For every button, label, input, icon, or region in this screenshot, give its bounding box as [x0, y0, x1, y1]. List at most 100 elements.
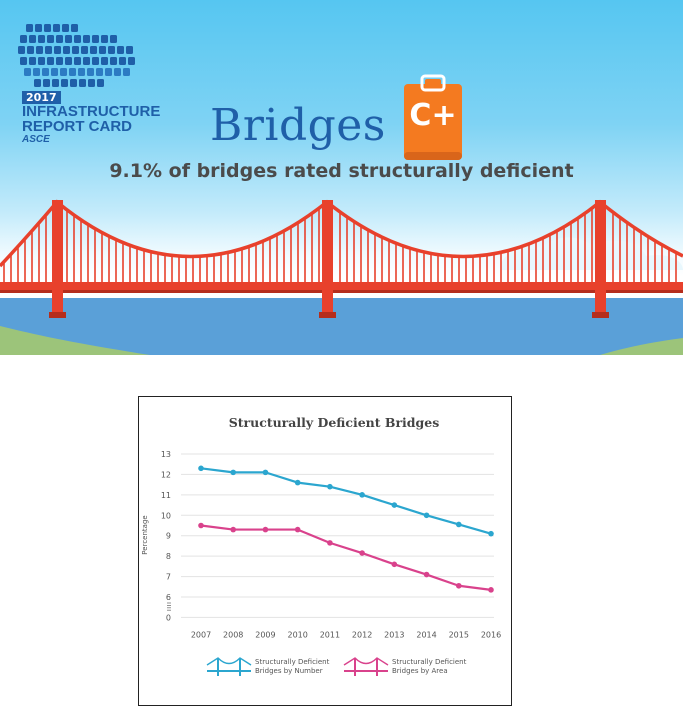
map-tile-icon — [51, 68, 58, 76]
map-tile-icon — [87, 68, 94, 76]
map-tile-icon — [20, 57, 27, 65]
series-line — [200, 467, 492, 535]
y-tick-label: 12 — [161, 470, 171, 479]
map-tile-icon — [26, 24, 33, 32]
logo-subtitle: REPORT CARD — [22, 118, 133, 135]
data-point — [488, 587, 494, 593]
map-tile-icon — [88, 79, 95, 87]
data-point — [198, 465, 204, 472]
logo-org: ASCE — [22, 134, 50, 145]
tower-center — [322, 200, 333, 316]
legend-label: Bridges by Number — [255, 667, 323, 675]
map-tile-icon — [62, 24, 69, 32]
map-tile-icon — [43, 79, 50, 87]
map-tile-icon — [45, 46, 52, 54]
map-tile-icon — [126, 46, 133, 54]
y-tick-label: 6 — [166, 593, 171, 602]
y-tick-label: 8 — [166, 552, 171, 561]
map-tile-icon — [114, 68, 121, 76]
bridge-legend-icon — [343, 657, 389, 676]
data-point — [488, 530, 494, 537]
grass-left — [0, 326, 150, 355]
x-tick-label: 2012 — [352, 630, 372, 639]
map-tile-icon — [74, 35, 81, 43]
map-tile-icon — [105, 68, 112, 76]
map-tile-icon — [117, 46, 124, 54]
x-tick-label: 2014 — [416, 630, 436, 639]
map-tile-icon — [78, 68, 85, 76]
legend-label: Bridges by Area — [392, 667, 448, 675]
x-tick-label: 2016 — [481, 630, 501, 639]
bridge-deck-shadow — [0, 290, 683, 293]
series-line — [200, 524, 492, 591]
tower-left — [52, 200, 63, 316]
legend-label: Structurally Deficient — [392, 658, 467, 666]
map-tile-icon — [52, 79, 59, 87]
grass-right — [600, 338, 683, 355]
y-axis-label: Percentage — [141, 515, 149, 554]
map-tile-icon — [54, 46, 61, 54]
map-tile-icon — [97, 79, 104, 87]
tower-right-base — [592, 312, 609, 318]
page-title: Bridges — [210, 100, 386, 151]
map-tile-icon — [53, 24, 60, 32]
map-tile-icon — [101, 57, 108, 65]
data-point — [198, 522, 204, 529]
map-tile-icon — [42, 68, 49, 76]
map-tile-icon — [92, 57, 99, 65]
map-tile-icon — [29, 35, 36, 43]
water — [0, 298, 683, 355]
map-tile-icon — [27, 46, 34, 54]
x-tick-label: 2013 — [384, 630, 404, 639]
logo-year: 2017 — [22, 91, 61, 104]
map-tile-icon — [38, 57, 45, 65]
map-tile-icon — [101, 35, 108, 43]
map-tile-icon — [99, 46, 106, 54]
series-by-area — [198, 522, 494, 593]
tower-right — [595, 200, 606, 316]
data-point — [423, 571, 430, 578]
map-tile-icon — [44, 24, 51, 32]
line-chart: Structurally Deficient Bridges 0 6 7 8 9 10 11… — [141, 415, 501, 676]
map-tile-icon — [36, 46, 43, 54]
chart-title: Structurally Deficient Bridges — [229, 415, 440, 430]
map-tile-icon — [96, 68, 103, 76]
grade-text: C+ — [409, 98, 457, 133]
x-axis-ticks: 2007 2008 2009 2010 2011 2012 2013 2014 2015 2016 — [191, 630, 501, 639]
map-tile-icon — [61, 79, 68, 87]
y-tick-label: 7 — [166, 573, 171, 582]
data-point — [262, 526, 269, 533]
series-by-number — [198, 465, 494, 537]
x-tick-label: 2007 — [191, 630, 211, 639]
data-point — [455, 521, 462, 528]
map-tile-icon — [47, 35, 54, 43]
y-tick-label: 11 — [161, 491, 171, 500]
map-tile-icon — [29, 57, 36, 65]
clipboard-icon — [404, 74, 462, 160]
map-tile-icon — [83, 35, 90, 43]
x-tick-label: 2009 — [255, 630, 275, 639]
map-tile-icon — [110, 35, 117, 43]
chart-legend: Structurally Deficient Bridges by Number S… — [206, 657, 467, 676]
y-tick-label: 13 — [161, 450, 171, 459]
map-tile-icon — [34, 79, 41, 87]
data-point — [294, 479, 301, 486]
data-point — [359, 550, 365, 556]
map-tile-icon — [110, 57, 117, 65]
x-tick-label: 2015 — [449, 630, 469, 639]
y-axis-break-icon — [167, 602, 171, 611]
tower-center-base — [319, 312, 336, 318]
map-tile-icon — [47, 57, 54, 65]
data-point — [455, 582, 462, 589]
grade-badge: C+ — [402, 74, 464, 162]
map-tile-icon — [119, 57, 126, 65]
data-point — [327, 540, 333, 546]
x-tick-label: 2011 — [320, 630, 340, 639]
headline: 9.1% of bridges rated structurally defic… — [109, 160, 574, 182]
bridge-suspenders — [3, 208, 677, 284]
map-tile-icon — [60, 68, 67, 76]
map-tile-icon — [18, 46, 25, 54]
bridge-deck — [0, 282, 683, 292]
tower-left-base — [49, 312, 66, 318]
